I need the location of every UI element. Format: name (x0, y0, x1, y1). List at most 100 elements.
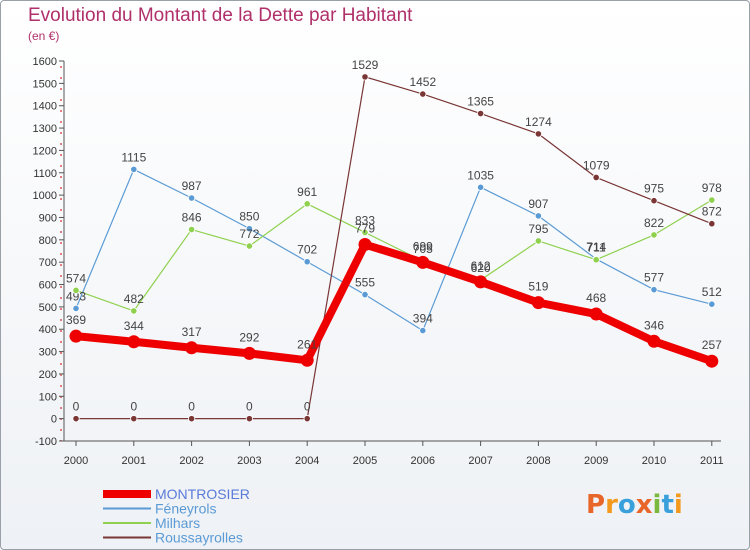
y-tick-label: 700 (39, 257, 57, 269)
logo-letter: i (652, 490, 662, 520)
y-tick-label: 0 (51, 414, 57, 426)
logo-letter: t (661, 490, 674, 520)
y-tick-label: 800 (39, 235, 57, 247)
legend-label-roussayrolles: Roussayrolles (155, 530, 243, 546)
data-point-montrosier (69, 329, 83, 343)
data-label-montrosier: 369 (66, 313, 86, 327)
data-point-f-neyrols (361, 290, 369, 299)
data-label-roussayrolles: 1365 (467, 95, 494, 109)
data-label-montrosier: 699 (413, 239, 433, 253)
data-label-roussayrolles: 1274 (525, 115, 552, 129)
series-line-milhars (75, 199, 713, 312)
x-tick-label: 2011 (700, 455, 724, 467)
y-tick-label: 200 (39, 369, 57, 381)
x-tick-label: 2003 (237, 455, 261, 467)
data-point-milhars (245, 242, 253, 250)
data-point-milhars (708, 196, 716, 204)
data-point-f-neyrols (650, 286, 658, 294)
data-point-roussayrolles (188, 415, 196, 423)
data-label-milhars: 574 (66, 271, 86, 285)
data-point-montrosier (300, 353, 314, 367)
y-tick-label: 300 (39, 347, 57, 359)
data-label-f-neyrols: 512 (702, 285, 722, 299)
x-tick-label: 2009 (584, 455, 608, 467)
data-label-f-neyrols: 850 (239, 210, 259, 224)
data-point-milhars (592, 256, 600, 264)
data-label-milhars: 795 (528, 222, 548, 236)
y-tick-label: 500 (39, 302, 57, 314)
x-tick-label: 2004 (295, 455, 319, 467)
data-label-montrosier: 346 (644, 318, 664, 332)
y-tick-label: 100 (39, 391, 57, 403)
y-tick-label: 1500 (33, 78, 57, 90)
data-label-montrosier: 468 (586, 291, 606, 305)
y-tick-label: 1300 (33, 123, 57, 135)
data-label-milhars: 711 (587, 241, 606, 255)
data-point-roussayrolles (419, 90, 427, 98)
x-tick-label: 2006 (411, 455, 435, 467)
data-point-montrosier (589, 307, 603, 321)
data-label-milhars: 846 (182, 211, 202, 225)
data-label-f-neyrols: 493 (66, 289, 86, 303)
y-tick-label: 1100 (33, 168, 57, 180)
logo-letter: P (586, 490, 606, 520)
y-tick-label: 400 (39, 324, 57, 336)
data-label-roussayrolles: 0 (246, 400, 253, 414)
data-label-f-neyrols: 1115 (121, 150, 146, 164)
data-point-f-neyrols (708, 300, 716, 308)
y-tick-label: 900 (39, 212, 57, 224)
data-label-f-neyrols: 1035 (467, 168, 494, 182)
data-label-f-neyrols: 702 (297, 243, 317, 257)
data-label-montrosier: 317 (182, 325, 202, 339)
data-point-roussayrolles (708, 220, 716, 228)
data-point-f-neyrols (130, 165, 138, 174)
data-point-milhars (72, 286, 80, 294)
data-point-roussayrolles (361, 73, 369, 81)
data-label-montrosier: 779 (355, 222, 375, 236)
data-label-milhars: 833 (355, 213, 375, 227)
legend-label-montrosier: MONTROSIER (155, 486, 250, 502)
data-point-roussayrolles (130, 415, 138, 423)
data-label-montrosier: 519 (528, 280, 548, 294)
data-label-f-neyrols: 987 (182, 179, 202, 193)
data-point-montrosier (647, 334, 661, 348)
chart-subtitle: (en €) (28, 29, 60, 43)
x-tick-label: 2007 (468, 455, 492, 467)
data-point-montrosier (127, 335, 141, 349)
series-line-roussayrolles (75, 76, 713, 420)
data-label-montrosier: 261 (297, 337, 317, 351)
data-label-milhars: 705 (413, 242, 433, 256)
data-point-montrosier (358, 238, 372, 252)
data-point-roussayrolles (476, 109, 485, 118)
data-label-roussayrolles: 1452 (409, 75, 436, 89)
legend-label-milhars: Milhars (155, 515, 200, 531)
y-tick-label: 1400 (33, 101, 57, 113)
logo-letter: x (635, 490, 653, 520)
data-point-roussayrolles (534, 130, 543, 138)
logo-letter: r (605, 490, 618, 520)
data-point-f-neyrols (245, 225, 253, 233)
data-label-f-neyrols: 714 (586, 240, 606, 254)
data-point-roussayrolles (303, 415, 311, 423)
data-point-milhars (650, 231, 658, 239)
data-label-montrosier: 612 (471, 259, 491, 273)
data-label-montrosier: 257 (702, 338, 722, 352)
data-point-roussayrolles (245, 415, 253, 423)
y-tick-label: 1000 (33, 190, 57, 202)
data-label-milhars: 961 (297, 185, 317, 199)
data-point-f-neyrols (476, 183, 485, 191)
data-label-f-neyrols: 394 (413, 312, 433, 326)
data-point-montrosier (474, 275, 488, 289)
data-point-roussayrolles (650, 197, 658, 205)
data-label-milhars: 822 (644, 216, 664, 230)
series-line-f-neyrols (75, 168, 713, 332)
y-tick-label: 1200 (33, 145, 57, 157)
data-label-roussayrolles: 872 (702, 205, 722, 219)
x-tick-label: 2001 (122, 455, 146, 467)
data-label-montrosier: 292 (239, 330, 259, 344)
x-tick-label: 2010 (642, 455, 666, 467)
x-tick-label: 2002 (179, 455, 203, 467)
data-point-f-neyrols (72, 304, 80, 313)
